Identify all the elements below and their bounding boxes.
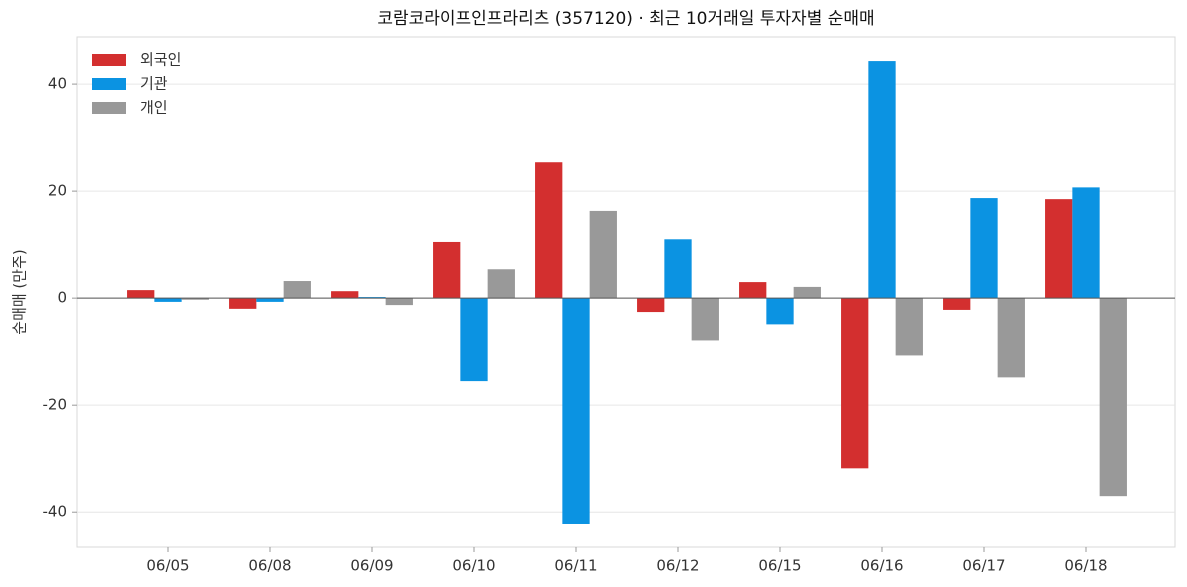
y-tick-label: -20 [43, 396, 68, 414]
bar [691, 298, 719, 341]
bar [943, 298, 971, 310]
bar [283, 281, 311, 299]
bar [154, 298, 182, 302]
bar [637, 298, 665, 313]
bar [535, 162, 563, 299]
x-tick-label: 06/10 [452, 557, 495, 575]
bar [1072, 187, 1100, 299]
bar [385, 298, 413, 306]
bar [358, 297, 386, 299]
legend-label: 기관 [140, 75, 168, 93]
legend-swatch [92, 54, 126, 66]
legend-swatch [92, 102, 126, 114]
legend-swatch [92, 78, 126, 90]
y-tick-label: 0 [57, 289, 67, 307]
bar [256, 298, 284, 302]
y-axis-label: 순매매 (만주) [11, 249, 29, 334]
x-tick-label: 06/08 [248, 557, 291, 575]
x-tick-label: 06/11 [554, 557, 597, 575]
bar [997, 298, 1025, 378]
bar [841, 298, 869, 469]
x-tick-label: 06/12 [656, 557, 699, 575]
x-tick-label: 06/16 [860, 557, 903, 575]
x-tick-label: 06/05 [146, 557, 189, 575]
bar [487, 269, 515, 299]
plot-frame [76, 36, 1176, 548]
x-tick-label: 06/15 [758, 557, 801, 575]
bar [229, 298, 257, 309]
y-tick-label: 20 [48, 182, 67, 200]
bar [127, 290, 155, 299]
bar [793, 286, 821, 299]
bar [589, 210, 617, 299]
x-tick-label: 06/17 [962, 557, 1005, 575]
bar [181, 298, 209, 300]
legend-label: 외국인 [140, 51, 181, 69]
bar [1099, 298, 1127, 497]
bar [739, 282, 767, 299]
y-tick-label: -40 [43, 503, 68, 521]
x-tick-label: 06/09 [350, 557, 393, 575]
bar [664, 239, 692, 299]
bar [868, 61, 896, 299]
bar [460, 298, 488, 382]
y-tick-label: 40 [48, 75, 67, 93]
bar [1045, 199, 1073, 299]
bar [562, 298, 590, 524]
bar [766, 298, 794, 325]
x-tick-label: 06/18 [1064, 557, 1107, 575]
chart-title: 코람코라이프인프라리츠 (357120) · 최근 10거래일 투자자별 순매매 [377, 9, 874, 29]
legend-label: 개인 [140, 99, 168, 117]
bar [970, 198, 998, 299]
bar [331, 291, 359, 299]
bar [895, 298, 923, 356]
bar [433, 241, 461, 299]
